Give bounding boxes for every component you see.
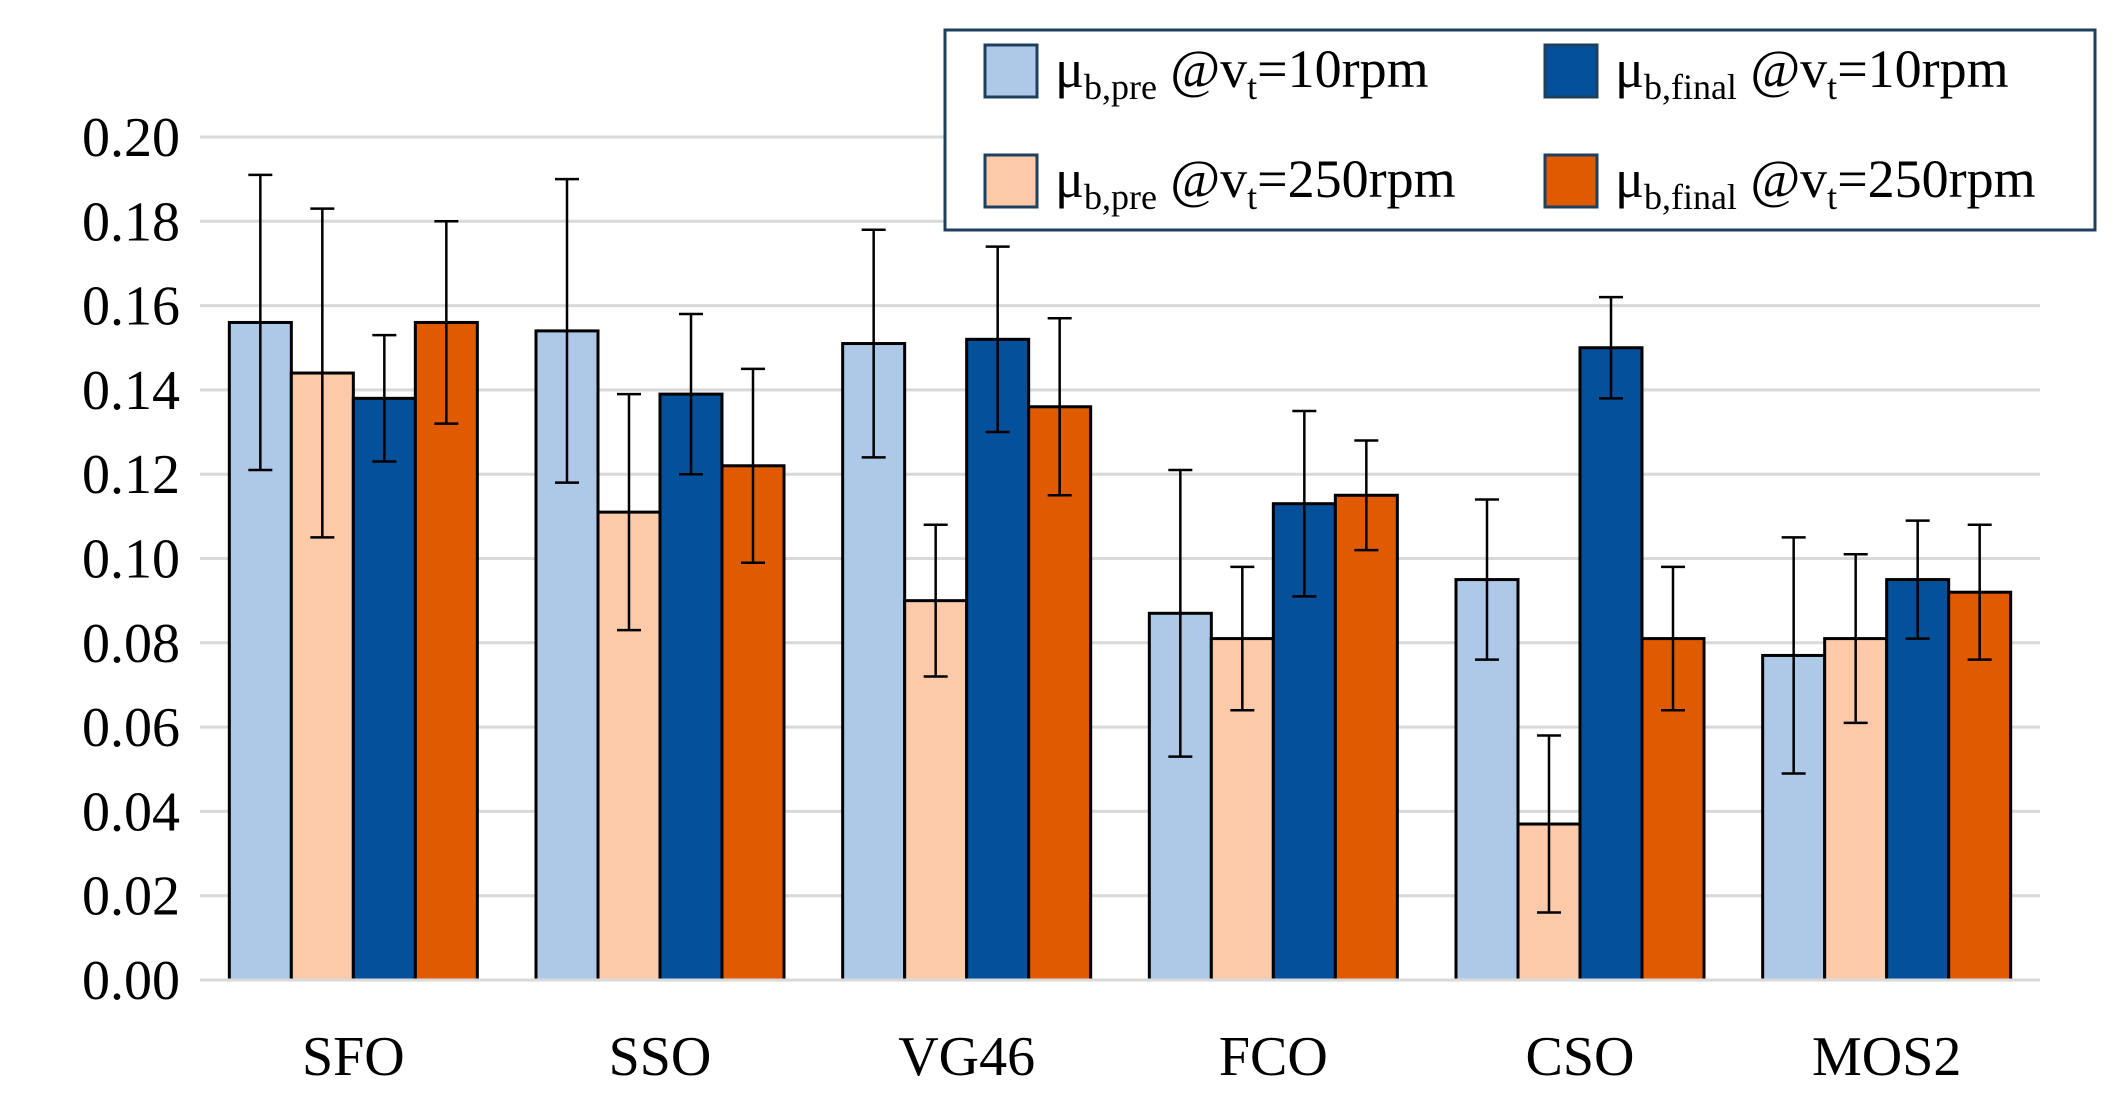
legend-swatch bbox=[983, 153, 1039, 209]
legend-item: μb,pre @vt=250rpm bbox=[983, 149, 1456, 217]
y-tick-label: 0.08 bbox=[82, 613, 180, 675]
y-axis-ticks: 0.00 0.02 0.04 0.06 0.08 0.10 0.12 0.14 0.16 0.18… bbox=[82, 107, 180, 1012]
x-tick-label: SFO bbox=[302, 1026, 405, 1088]
y-tick-label: 0.02 bbox=[82, 866, 180, 928]
legend-swatch bbox=[1543, 153, 1599, 209]
x-tick-label: CSO bbox=[1526, 1026, 1635, 1088]
x-tick-label: FCO bbox=[1219, 1026, 1328, 1088]
legend-swatch bbox=[983, 43, 1039, 99]
error-bar bbox=[248, 173, 273, 472]
y-tick-label: 0.06 bbox=[82, 697, 180, 759]
error-bar bbox=[1967, 523, 1992, 661]
x-tick-label: MOS2 bbox=[1812, 1026, 1961, 1088]
error-bars bbox=[248, 173, 1992, 914]
bar bbox=[1147, 611, 1213, 982]
error-bar bbox=[434, 220, 459, 425]
legend-box bbox=[943, 28, 2097, 232]
error-bar bbox=[741, 367, 765, 564]
error-bar bbox=[1047, 316, 1072, 497]
legend-label: μb,final @vt=10rpm bbox=[1615, 39, 2009, 107]
bar bbox=[965, 337, 1031, 982]
y-tick-label: 0.04 bbox=[82, 781, 180, 843]
error-bar bbox=[1661, 565, 1685, 712]
legend: μb,pre @vt=10rpm μb,final @vt=10rpm μb,pre… bbox=[943, 28, 2097, 232]
error-bar bbox=[1354, 439, 1379, 552]
y-tick-label: 0.10 bbox=[82, 529, 180, 591]
legend-item: μb,final @vt=250rpm bbox=[1543, 149, 2036, 217]
error-bar bbox=[1168, 468, 1193, 758]
x-axis-labels: SFO SSO VG46 FCO CSO MOS2 bbox=[302, 1026, 1961, 1088]
error-bar bbox=[1781, 536, 1806, 775]
legend-label: μb,final @vt=250rpm bbox=[1615, 149, 2036, 217]
error-bar bbox=[861, 228, 886, 459]
error-bar bbox=[679, 312, 703, 476]
error-bar bbox=[617, 392, 641, 632]
x-tick-label: VG46 bbox=[898, 1026, 1035, 1088]
y-tick-label: 0.12 bbox=[82, 444, 180, 506]
bar bbox=[1578, 346, 1644, 982]
legend-label: μb,pre @vt=10rpm bbox=[1055, 39, 1429, 107]
bar bbox=[658, 392, 724, 982]
legend-item: μb,final @vt=10rpm bbox=[1543, 39, 2009, 107]
error-bar bbox=[310, 207, 335, 539]
bar bbox=[1333, 493, 1399, 982]
bar bbox=[1027, 405, 1093, 982]
error-bar bbox=[1599, 295, 1623, 400]
error-bar bbox=[555, 177, 579, 484]
y-tick-label: 0.14 bbox=[82, 360, 180, 422]
legend-label: μb,pre @vt=250rpm bbox=[1055, 149, 1456, 217]
error-bar bbox=[1537, 734, 1561, 914]
error-bar bbox=[1905, 519, 1930, 640]
legend-item: μb,pre @vt=10rpm bbox=[983, 39, 1429, 107]
error-bar bbox=[1475, 498, 1499, 661]
y-tick-label: 0.20 bbox=[82, 107, 180, 169]
error-bar bbox=[1230, 565, 1255, 712]
error-bar bbox=[985, 245, 1010, 434]
error-bar bbox=[1292, 409, 1317, 598]
error-bar bbox=[1843, 553, 1868, 725]
y-tick-label: 0.16 bbox=[82, 276, 180, 338]
error-bar bbox=[372, 333, 397, 463]
error-bar bbox=[923, 523, 948, 678]
y-tick-label: 0.00 bbox=[82, 950, 180, 1012]
bar bbox=[351, 396, 417, 982]
y-tick-label: 0.18 bbox=[82, 191, 180, 253]
x-tick-label: SSO bbox=[609, 1026, 712, 1088]
bars bbox=[227, 320, 2013, 982]
legend-swatch bbox=[1543, 43, 1599, 99]
